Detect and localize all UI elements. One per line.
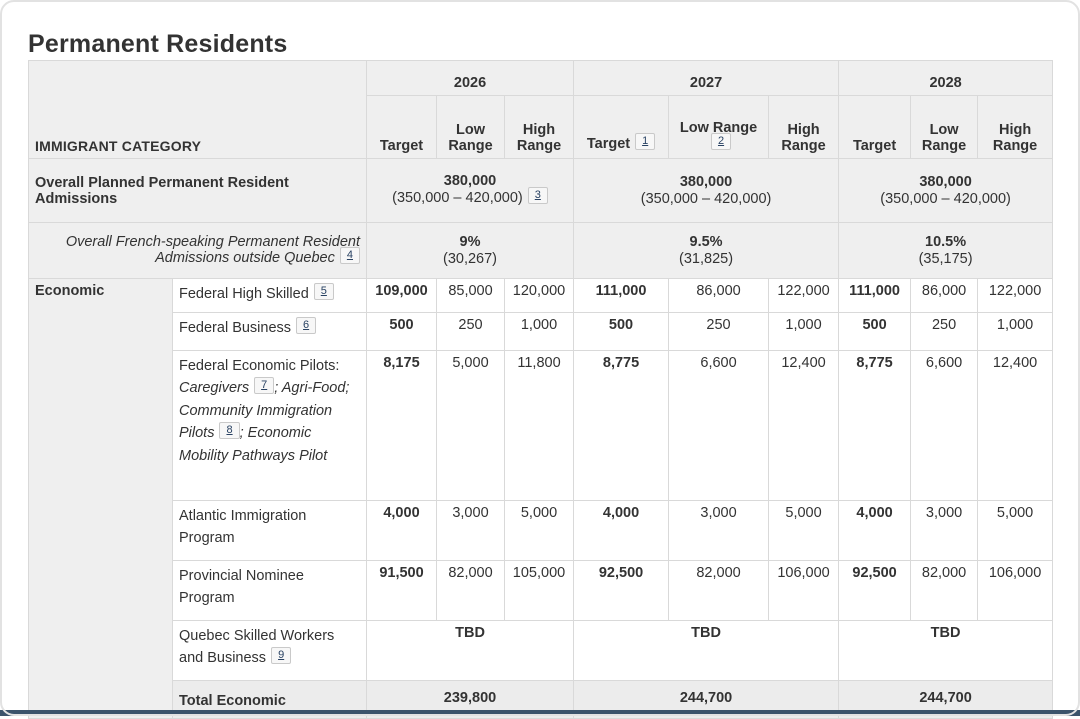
value-cell: 3,000 (436, 500, 505, 561)
row-label-federal-business: Federal Business 6 (172, 312, 367, 351)
col-header-target-2027: Target 1 (573, 95, 670, 159)
row-label-federal-economic-pilots: Federal Economic Pilots: Caregivers 7; Ag… (172, 350, 367, 501)
value-cell: 500 (366, 312, 437, 351)
value-cell: 5,000 (503, 500, 575, 561)
year-header-2027: 2027 (573, 60, 840, 96)
row-label-provincial-nominee-program: Provincial Nominee Program (172, 560, 367, 621)
col-header-low-2028: Low Range (910, 95, 979, 159)
table-row-atlantic-immigration-program: Atlantic Immigration Program 4,000 3,000… (29, 500, 1054, 561)
value-cell: 1,000 (503, 312, 575, 351)
value-cell: 82,000 (910, 560, 979, 621)
tbd-cell-2027: TBD (573, 620, 840, 681)
value-cell: 91,500 (366, 560, 437, 621)
overall-value-2028: 380,000 (350,000 – 420,000) (838, 158, 1054, 223)
value-cell: 8,775 (573, 350, 670, 501)
overall-value-2026: 380,000 (350,000 – 420,000) 3 (365, 158, 575, 223)
value-cell: 5,000 (977, 500, 1054, 561)
tbd-cell-2028: TBD (838, 620, 1054, 681)
col-header-target-2026: Target (366, 95, 437, 159)
bottom-divider-bar (0, 710, 1080, 716)
value-cell: 250 (436, 312, 505, 351)
value-cell: 8,175 (366, 350, 437, 501)
value-cell: 111,000 (838, 278, 912, 313)
footnote-link-4[interactable]: 4 (339, 246, 360, 264)
table-row-quebec-skilled-workers: Quebec Skilled Workers and Business 9 TBD… (29, 620, 1054, 681)
category-cell-economic: Economic (28, 278, 173, 719)
value-cell: 250 (910, 312, 979, 351)
value-cell: 4,000 (838, 500, 912, 561)
value-cell: 5,000 (436, 350, 505, 501)
col-header-target-2028: Target (838, 95, 912, 159)
value-cell: 86,000 (668, 278, 770, 313)
col-header-low-2027: Low Range2 (668, 95, 770, 159)
value-cell: 12,400 (977, 350, 1054, 501)
footnote-link-2[interactable]: 2 (710, 133, 732, 150)
row-label-federal-high-skilled: Federal High Skilled 5 (172, 278, 367, 313)
value-cell: 4,000 (366, 500, 437, 561)
footnote-link-6[interactable]: 6 (296, 317, 317, 334)
table-row-federal-business: Federal Business 6 500 250 1,000 500 250 … (29, 312, 1054, 351)
value-cell: 8,775 (838, 350, 912, 501)
value-cell: 6,600 (668, 350, 770, 501)
value-cell: 1,000 (768, 312, 840, 351)
footnote-link-9[interactable]: 9 (271, 647, 292, 665)
value-cell: 109,000 (366, 278, 437, 313)
value-cell: 4,000 (573, 500, 670, 561)
table-row-federal-economic-pilots: Federal Economic Pilots: Caregivers 7; Ag… (29, 350, 1054, 501)
value-cell: 250 (668, 312, 770, 351)
value-cell: 106,000 (977, 560, 1054, 621)
year-header-2026: 2026 (365, 60, 575, 96)
value-cell: 106,000 (768, 560, 840, 621)
table-row-provincial-nominee-program: Provincial Nominee Program 91,500 82,000… (29, 560, 1054, 621)
table-row-federal-high-skilled: Economic Federal High Skilled 5 109,000 8… (28, 278, 1054, 719)
value-cell: 85,000 (436, 278, 505, 313)
col-header-high-2027: High Range (768, 95, 840, 159)
page-title: Permanent Residents (28, 29, 288, 58)
french-value-2028: 10.5% (35,175) (838, 222, 1054, 279)
tbd-cell-2026: TBD (365, 620, 575, 681)
permanent-residents-table: IMMIGRANT CATEGORY 2026 2027 2028 Target… (28, 60, 1054, 719)
col-header-low-2026: Low Range (436, 95, 505, 159)
value-cell: 12,400 (768, 350, 840, 501)
value-cell: 6,600 (910, 350, 979, 501)
col-header-high-2026: High Range (503, 95, 575, 159)
footnote-link-8[interactable]: 8 (219, 422, 240, 440)
value-cell: 122,000 (977, 278, 1054, 313)
value-cell: 86,000 (910, 278, 979, 313)
french-value-2026: 9% (30,267) (365, 222, 575, 279)
value-cell: 92,500 (838, 560, 912, 621)
value-cell: 122,000 (768, 278, 840, 313)
value-cell: 111,000 (573, 278, 670, 313)
value-cell: 500 (838, 312, 912, 351)
value-cell: 82,000 (436, 560, 505, 621)
footnote-link-3[interactable]: 3 (527, 187, 548, 204)
value-cell: 3,000 (668, 500, 770, 561)
immigrant-category-header: IMMIGRANT CATEGORY (28, 60, 367, 159)
value-cell: 3,000 (910, 500, 979, 561)
row-label-french-speaking: Overall French-speaking Permanent Reside… (28, 222, 367, 279)
value-cell: 11,800 (503, 350, 575, 501)
french-value-2027: 9.5% (31,825) (573, 222, 840, 279)
table-row-overall-admissions: Overall Planned Permanent Resident Admis… (28, 158, 1054, 223)
value-cell: 500 (573, 312, 670, 351)
table-row-french-speaking: Overall French-speaking Permanent Reside… (28, 222, 1054, 279)
value-cell: 1,000 (977, 312, 1054, 351)
value-cell: 120,000 (503, 278, 575, 313)
row-label-atlantic-immigration-program: Atlantic Immigration Program (172, 500, 367, 561)
col-header-high-2028: High Range (977, 95, 1054, 159)
footnote-link-1[interactable]: 1 (635, 133, 656, 150)
year-header-2028: 2028 (838, 60, 1054, 96)
value-cell: 5,000 (768, 500, 840, 561)
row-label-overall-admissions: Overall Planned Permanent Resident Admis… (28, 158, 367, 223)
footnote-link-5[interactable]: 5 (313, 283, 334, 300)
row-label-quebec-skilled-workers: Quebec Skilled Workers and Business 9 (172, 620, 367, 681)
overall-value-2027: 380,000 (350,000 – 420,000) (573, 158, 840, 223)
value-cell: 82,000 (668, 560, 770, 621)
footnote-link-7[interactable]: 7 (254, 377, 275, 395)
value-cell: 92,500 (573, 560, 670, 621)
value-cell: 105,000 (503, 560, 575, 621)
